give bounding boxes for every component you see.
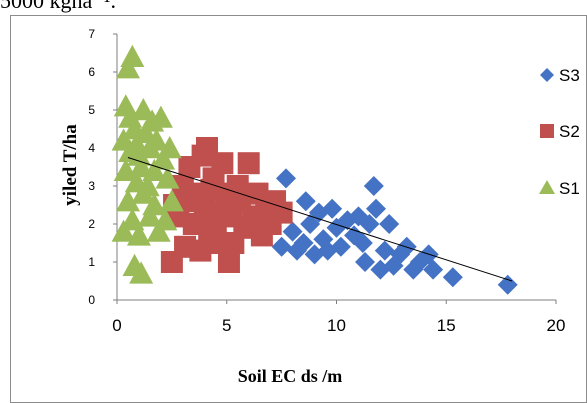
y-tick-label: 0 — [88, 293, 95, 307]
data-point-s1 — [129, 155, 154, 178]
data-point-s3 — [366, 198, 387, 219]
data-point-s3 — [442, 267, 463, 288]
y-tick-label: 7 — [88, 27, 95, 41]
x-tick-label: 5 — [222, 316, 231, 335]
legend-label-s3: S3 — [559, 66, 580, 85]
data-point-s3 — [363, 176, 384, 196]
data-point-s1 — [157, 136, 182, 159]
data-point-s3 — [383, 255, 404, 276]
data-point-s1 — [155, 166, 180, 189]
data-point-s1 — [124, 132, 149, 155]
data-point-s3 — [359, 214, 380, 234]
data-point-s1 — [129, 261, 154, 284]
data-point-s3 — [423, 259, 444, 280]
data-point-s3 — [322, 198, 343, 219]
data-point-s1 — [111, 219, 136, 242]
data-point-s1 — [159, 189, 184, 212]
data-point-s3 — [330, 236, 351, 257]
y-tick-label: 6 — [88, 65, 95, 79]
header-text: 5000 kgha⁻¹. — [0, 0, 116, 13]
legend-marker-s1 — [539, 180, 555, 194]
trend-line — [127, 157, 513, 282]
data-point-s1 — [120, 44, 145, 67]
x-tick-label: 0 — [112, 316, 121, 335]
y-tick-label: 3 — [88, 179, 95, 193]
data-point-s2 — [270, 201, 293, 224]
y-tick-label: 4 — [88, 141, 95, 155]
data-point-s1 — [148, 105, 173, 128]
data-point-s3 — [374, 240, 395, 261]
legend-label-s1: S1 — [559, 179, 580, 198]
data-point-s3 — [293, 233, 314, 253]
legend-marker-s3 — [540, 68, 554, 82]
data-point-s3 — [282, 221, 303, 242]
y-tick-label: 2 — [88, 217, 95, 231]
data-point-s2 — [209, 201, 232, 224]
data-point-s1 — [115, 189, 140, 212]
data-point-s2 — [200, 178, 223, 201]
data-point-s1 — [144, 128, 169, 151]
data-point-s1 — [115, 56, 140, 79]
data-point-s1 — [142, 193, 167, 216]
data-point-s3 — [295, 191, 316, 212]
x-tick-label: 15 — [437, 316, 456, 335]
data-point-s1 — [137, 204, 162, 227]
y-tick-label: 5 — [88, 103, 95, 117]
legend-label-s2: S2 — [559, 122, 580, 141]
data-point-s3 — [379, 214, 400, 234]
y-tick-label: 1 — [88, 255, 95, 269]
legend-marker-s2 — [540, 124, 554, 138]
y-axis-title: yiled T/ha — [60, 124, 81, 206]
data-point-s2 — [211, 152, 234, 175]
data-point-s3 — [352, 233, 373, 253]
data-point-s1 — [142, 158, 167, 181]
data-point-s1 — [146, 219, 171, 242]
data-point-s3 — [300, 214, 321, 234]
data-point-s2 — [237, 152, 260, 175]
x-tick-label: 10 — [327, 316, 346, 335]
x-axis-title: Soil EC ds /m — [238, 366, 343, 386]
data-point-s3 — [276, 168, 297, 189]
data-point-s3 — [355, 252, 376, 272]
data-point-s1 — [126, 223, 151, 246]
data-point-s3 — [271, 236, 292, 257]
x-tick-label: 20 — [547, 316, 566, 335]
data-point-s2 — [217, 251, 240, 273]
data-point-s2 — [189, 239, 212, 262]
data-point-s2 — [180, 190, 203, 213]
data-point-s3 — [497, 274, 518, 295]
data-point-s1 — [131, 181, 156, 204]
